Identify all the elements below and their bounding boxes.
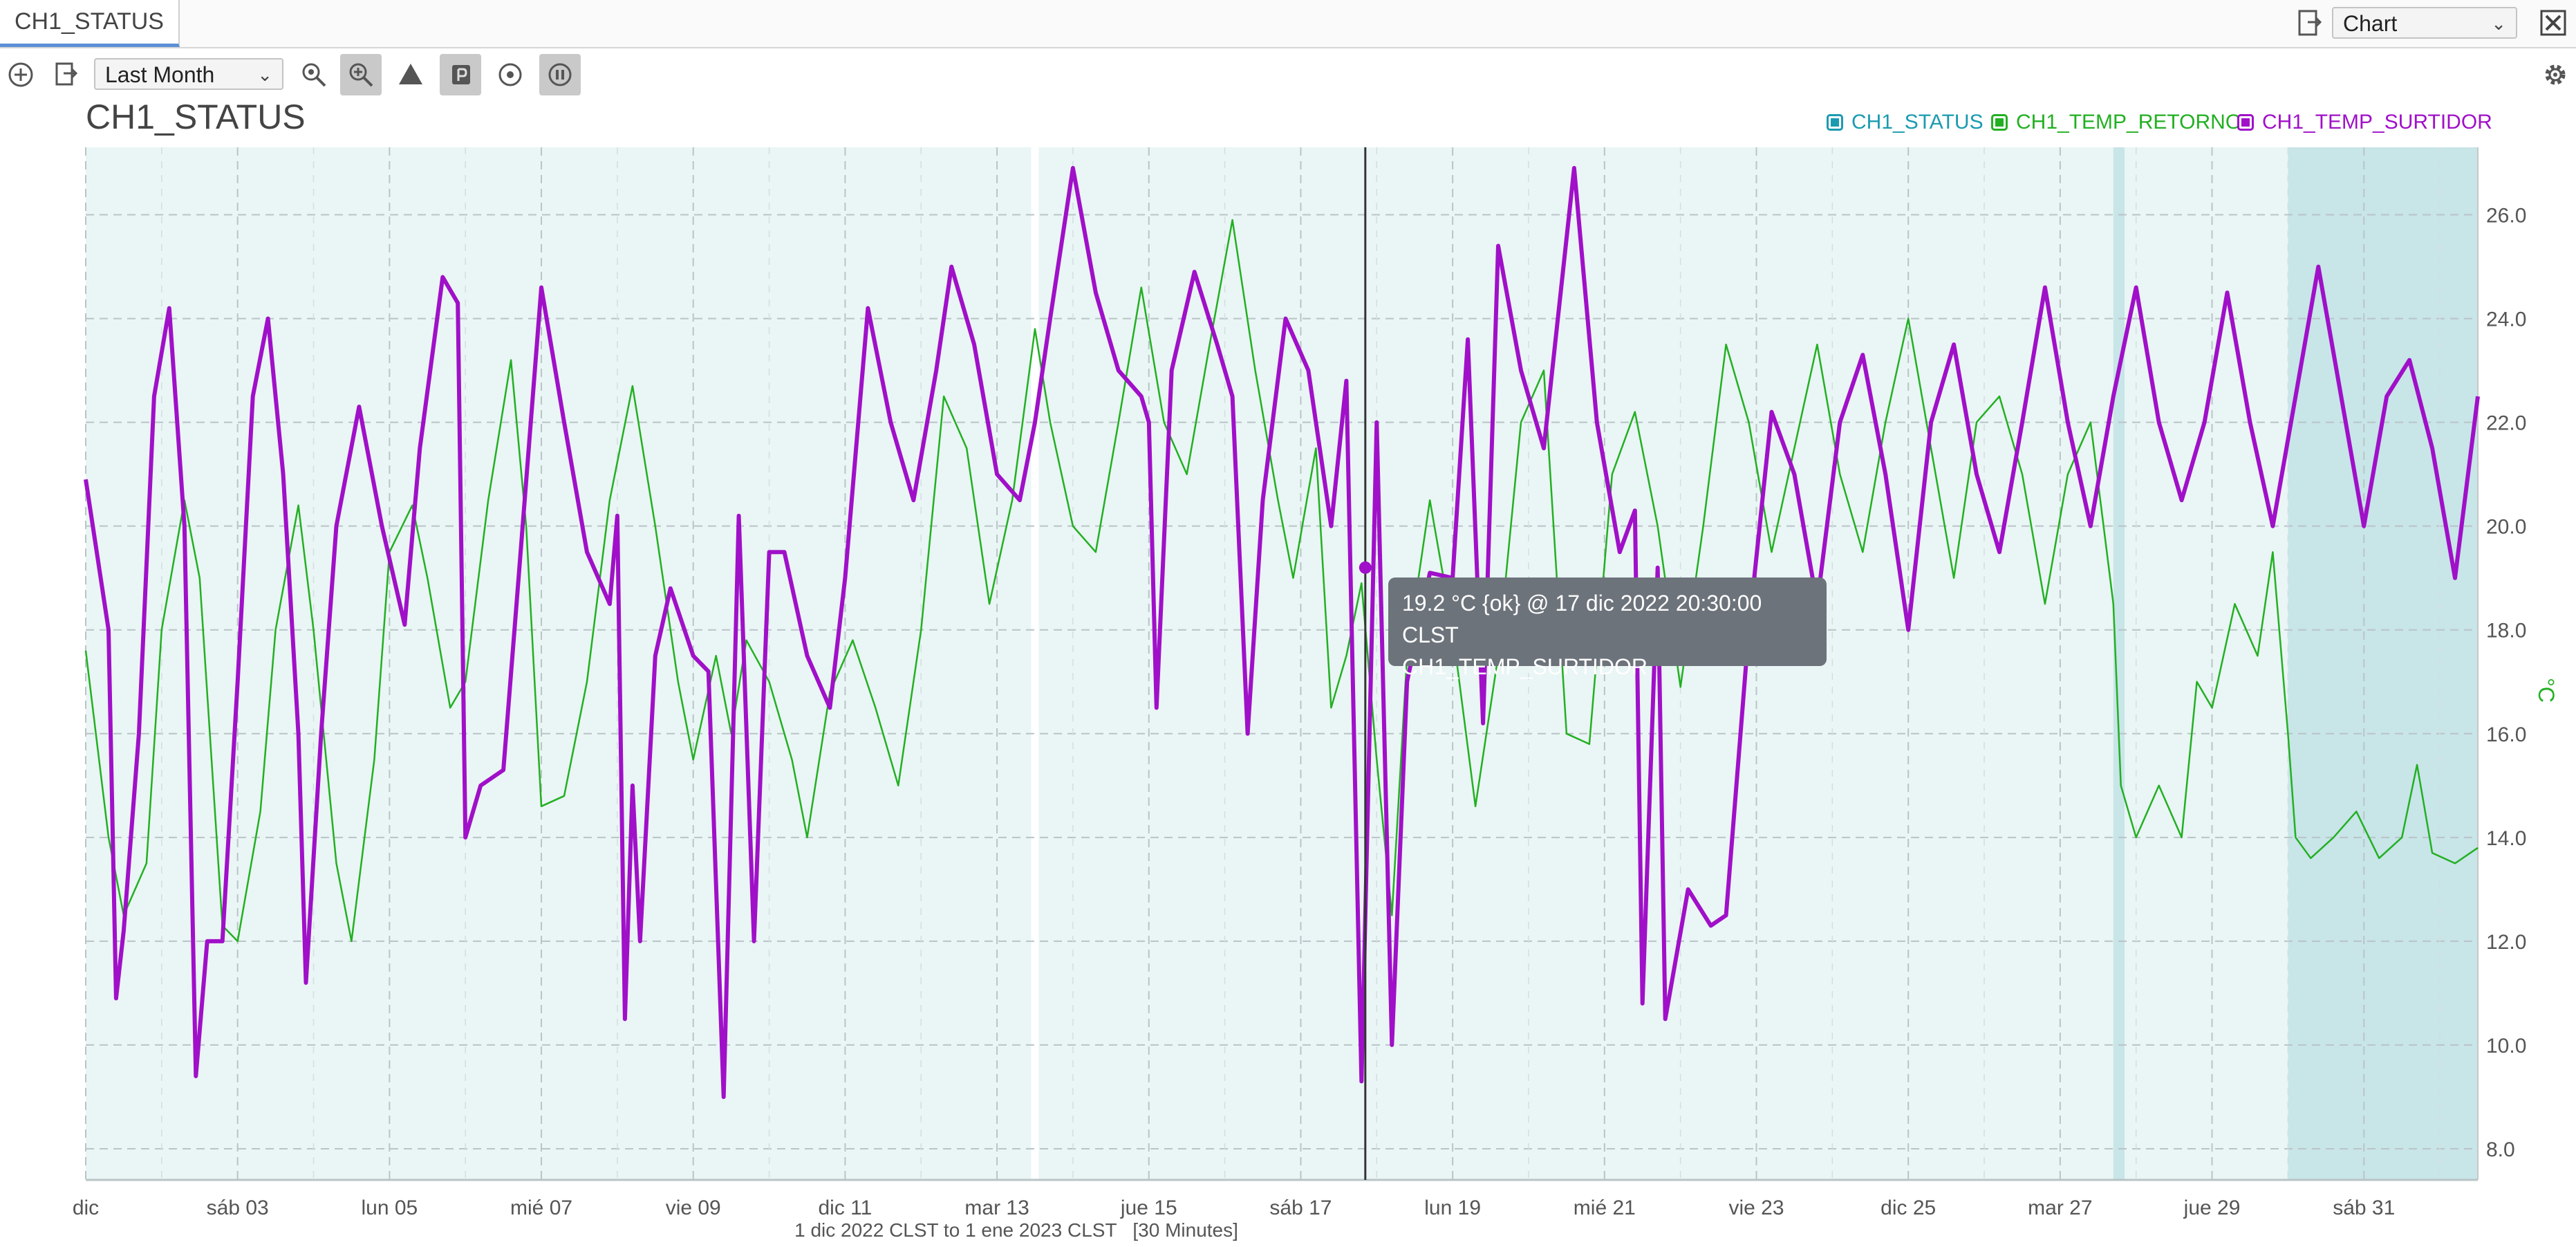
tab-bar: CH1_STATUS Chart ⌄ xyxy=(0,0,2576,48)
status-band xyxy=(2125,147,2288,1180)
series-line-ch1-temp-retorno xyxy=(84,219,2479,943)
x-tick-label: mié 21 xyxy=(1574,1197,1636,1219)
settings-gear-icon[interactable] xyxy=(2535,54,2576,95)
y-tick-label: 14.0 xyxy=(2486,827,2526,850)
x-tick-label: dic xyxy=(73,1197,99,1219)
range-select[interactable]: Last Month ⌄ xyxy=(94,58,283,90)
chevron-down-icon: ⌄ xyxy=(257,64,272,85)
alarm-icon[interactable] xyxy=(390,54,431,95)
x-tick-label: dic 25 xyxy=(1880,1197,1936,1219)
chevron-down-icon: ⌄ xyxy=(2491,13,2506,34)
legend-item-status[interactable]: CH1_STATUS xyxy=(1827,111,1984,134)
add-icon[interactable] xyxy=(0,54,41,95)
y-tick-label: 10.0 xyxy=(2486,1035,2526,1057)
x-tick-label: vie 09 xyxy=(666,1197,721,1219)
y-tick-label: 8.0 xyxy=(2486,1138,2515,1161)
close-icon[interactable] xyxy=(2537,7,2570,40)
x-tick-label: sáb 31 xyxy=(2333,1197,2395,1219)
y-tick-label: 22.0 xyxy=(2486,412,2526,435)
view-select[interactable]: Chart ⌄ xyxy=(2332,7,2517,39)
view-select-value: Chart xyxy=(2343,11,2398,36)
x-tick-label: jue 29 xyxy=(2183,1197,2241,1219)
zoom-reset-icon[interactable] xyxy=(293,54,335,95)
y-tick-label: 16.0 xyxy=(2486,723,2526,746)
series-line-ch1-temp-surtidor xyxy=(84,166,2480,1099)
legend-swatch xyxy=(1991,114,2008,131)
chart-title: CH1_STATUS xyxy=(86,98,306,136)
pause-icon[interactable] xyxy=(539,54,581,95)
status-band xyxy=(86,147,1032,1180)
status-band xyxy=(2288,147,2478,1180)
export-icon[interactable] xyxy=(2293,7,2326,40)
tab-ch1-status[interactable]: CH1_STATUS xyxy=(0,0,180,47)
y-tick-label: 18.0 xyxy=(2486,620,2526,643)
legend-label: CH1_TEMP_RETORNO xyxy=(2016,111,2242,133)
zoom-icon[interactable] xyxy=(340,54,382,95)
legend-swatch xyxy=(1827,114,1843,131)
legend-item-retorno[interactable]: CH1_TEMP_RETORNO xyxy=(1991,111,2241,134)
legend-label: CH1_STATUS xyxy=(1851,111,1984,133)
x-tick-label: jue 15 xyxy=(1120,1197,1177,1219)
cursor-point xyxy=(1359,561,1372,574)
status-band xyxy=(1031,147,1039,1180)
y-tick-label: 20.0 xyxy=(2486,516,2526,539)
x-tick-label: lun 19 xyxy=(1424,1197,1481,1219)
x-tick-label: lun 05 xyxy=(361,1197,418,1219)
y-axis-unit: °C xyxy=(2534,678,2559,703)
y-tick-label: 26.0 xyxy=(2486,205,2526,228)
target-icon[interactable] xyxy=(489,54,531,95)
data-tooltip: 19.2 °C {ok} @ 17 dic 2022 20:30:00 CLST… xyxy=(1388,578,1827,679)
tooltip-value: 19.2 °C {ok} @ 17 dic 2022 20:30:00 CLST xyxy=(1402,591,1762,647)
status-band xyxy=(2113,147,2125,1180)
time-range-label: 1 dic 2022 CLST to 1 ene 2023 CLST [30 M… xyxy=(794,1219,1238,1241)
legend-swatch xyxy=(2237,114,2254,131)
x-tick-label: sáb 03 xyxy=(207,1197,269,1219)
export-chart-icon[interactable] xyxy=(46,54,87,95)
x-tick-label: mar 27 xyxy=(2028,1197,2092,1219)
legend-item-surtidor[interactable]: CH1_TEMP_SURTIDOR xyxy=(2237,111,2492,134)
y-tick-label: 12.0 xyxy=(2486,931,2526,954)
x-tick-label: mar 13 xyxy=(964,1197,1029,1219)
range-select-value: Last Month xyxy=(105,62,215,87)
x-tick-label: dic 11 xyxy=(818,1197,872,1219)
tooltip-series: CH1_TEMP_SURTIDOR xyxy=(1402,654,1648,679)
pin-icon[interactable] xyxy=(440,54,481,95)
x-tick-label: mié 07 xyxy=(510,1197,572,1219)
legend-label: CH1_TEMP_SURTIDOR xyxy=(2262,111,2492,133)
x-tick-label: sáb 17 xyxy=(1269,1197,1332,1219)
x-tick-label: vie 23 xyxy=(1728,1197,1784,1219)
plot-background xyxy=(86,147,2478,1180)
y-tick-label: 24.0 xyxy=(2486,308,2526,331)
